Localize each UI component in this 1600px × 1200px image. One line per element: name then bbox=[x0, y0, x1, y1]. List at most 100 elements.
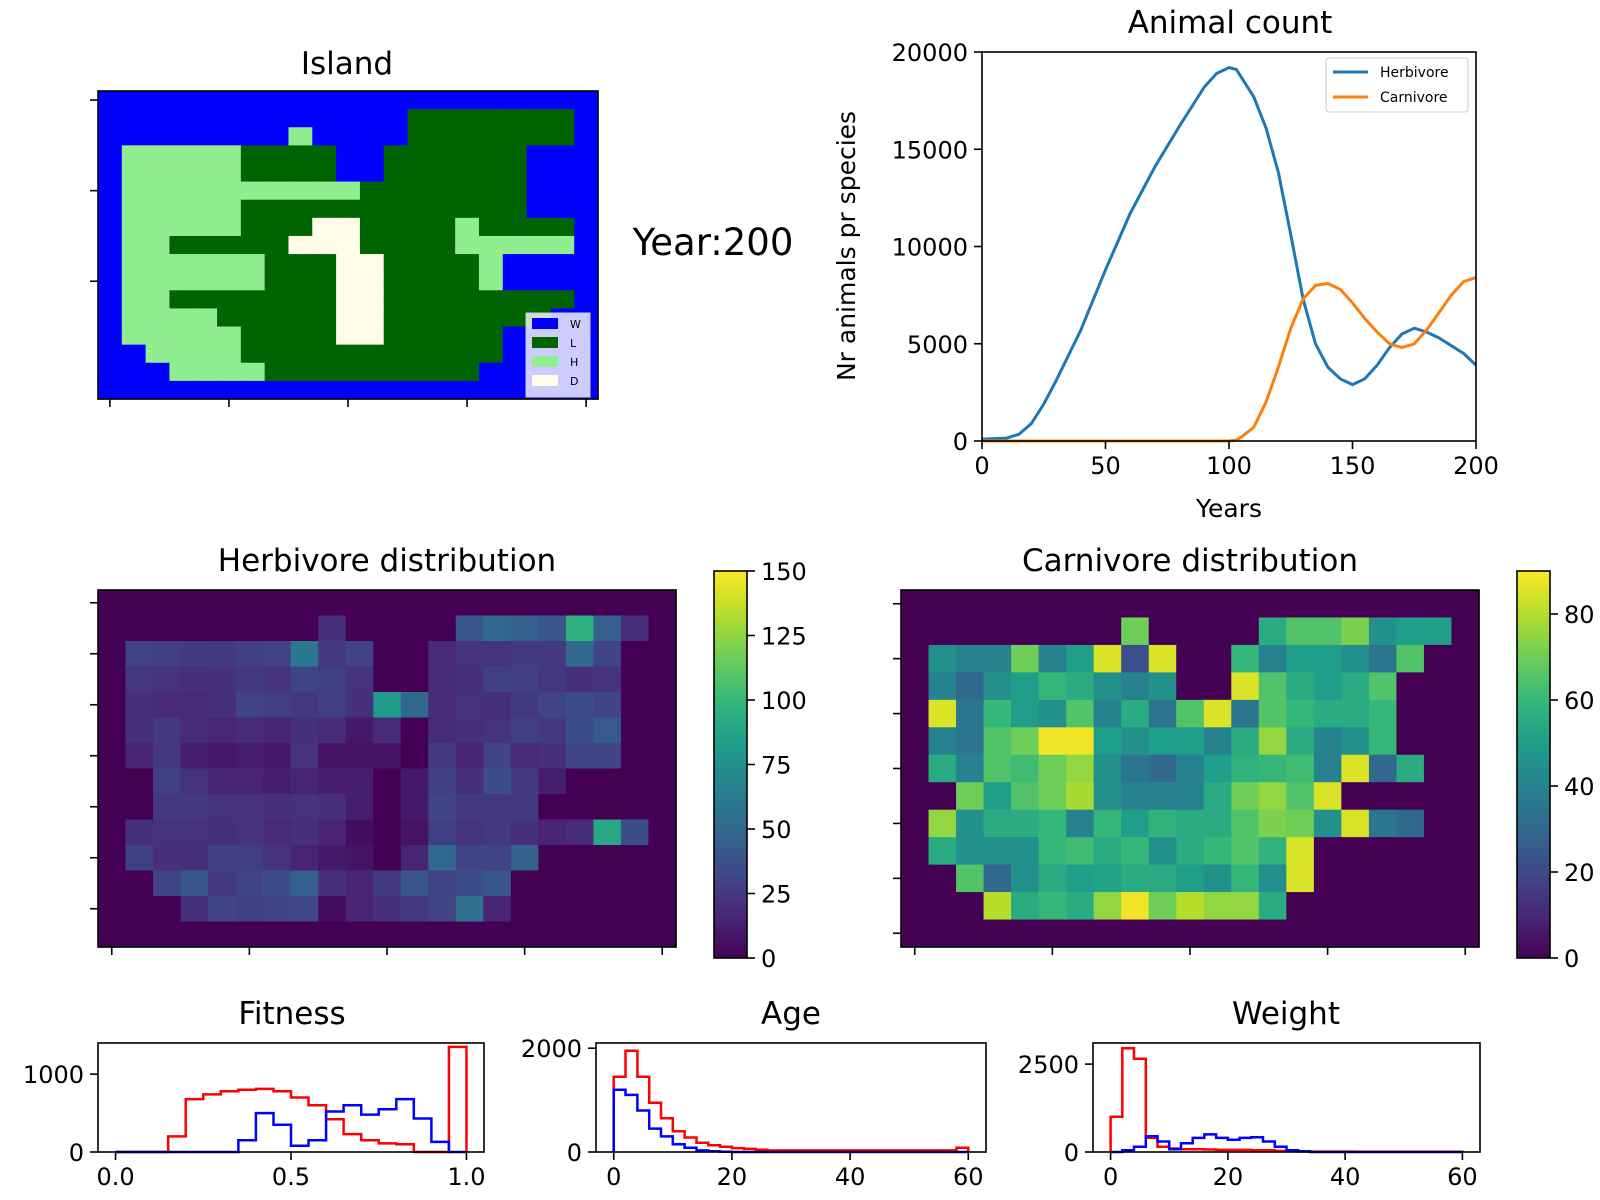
carnivore-heatmap-cell bbox=[1011, 644, 1040, 673]
carnivore-heatmap-cell bbox=[1148, 699, 1177, 728]
carnivore-heatmap-cell bbox=[1368, 892, 1398, 921]
island-cell bbox=[98, 145, 123, 165]
herbivore-heatmap-cell bbox=[208, 590, 237, 617]
island-cell bbox=[431, 145, 456, 165]
island-cell bbox=[502, 199, 528, 219]
carnivore-heatmap-cell bbox=[1313, 727, 1342, 756]
carnivore-heatmap-cell bbox=[1093, 782, 1122, 811]
carnivore-heatmap-cell bbox=[1341, 644, 1370, 673]
island-cell bbox=[359, 217, 385, 237]
herbivore-heatmap-cell bbox=[180, 921, 209, 948]
island-cell bbox=[288, 163, 313, 183]
carnivore-heatmap-cell bbox=[983, 837, 1012, 866]
carnivore-heatmap-cell bbox=[1231, 590, 1260, 619]
year-label: Year:200 bbox=[632, 221, 794, 264]
carnivore-heatmap-cell bbox=[1066, 644, 1095, 673]
herbivore-heatmap-cell bbox=[538, 845, 567, 872]
island-cell bbox=[359, 199, 385, 219]
herbivore-heatmap-cell bbox=[235, 921, 264, 948]
carnivore-heatmap-cell bbox=[928, 672, 957, 701]
island-cell bbox=[98, 91, 123, 110]
carnivore-heatmap-cell bbox=[1368, 754, 1398, 783]
herbivore-heatmap-cell bbox=[318, 590, 347, 617]
herbivore-heatmap-cell bbox=[98, 870, 127, 897]
herbivore-heatmap-cell bbox=[345, 921, 374, 948]
herbivore-heatmap-cell bbox=[648, 845, 677, 872]
island-cell bbox=[193, 326, 218, 346]
island-cell bbox=[121, 235, 147, 255]
island-cell bbox=[431, 254, 456, 273]
island-cell bbox=[217, 235, 242, 255]
carnivore-heatmap-cell bbox=[1313, 617, 1342, 646]
herbivore-heatmap-cell bbox=[235, 615, 264, 642]
carnivore-heatmap-cell bbox=[1203, 809, 1232, 838]
carnivore-heatmap-cell bbox=[1396, 644, 1425, 673]
herbivore-heatmap-cell bbox=[180, 768, 209, 795]
carnivore-heatmap-cell bbox=[1203, 672, 1232, 701]
island-cell bbox=[574, 91, 599, 110]
herbivore-heatmap-cell bbox=[483, 692, 512, 719]
herbivore-distribution-title: Herbivore distribution bbox=[218, 543, 556, 579]
island-cell bbox=[217, 217, 242, 237]
carnivore-heatmap-cell bbox=[956, 809, 985, 838]
herbivore-heatmap-cell bbox=[538, 921, 567, 948]
island-cell bbox=[98, 290, 123, 310]
carnivore-heatmap-cell bbox=[1286, 837, 1315, 866]
island-cell bbox=[502, 380, 528, 400]
herbivore-heatmap-cell bbox=[620, 615, 650, 642]
carnivore-heatmap-cell bbox=[1368, 727, 1398, 756]
herbivore-heatmap-cell bbox=[125, 743, 154, 770]
carnivore-heatmap-cell bbox=[1341, 727, 1370, 756]
island-cell bbox=[121, 308, 147, 328]
island-cell bbox=[145, 163, 171, 183]
island-cell bbox=[121, 380, 147, 400]
island-cell bbox=[455, 217, 480, 237]
carnivore-heatmap-cell bbox=[1368, 699, 1398, 728]
island-cell bbox=[121, 91, 147, 110]
carnivore-heatmap-cell bbox=[1313, 864, 1342, 893]
herbivore-heatmap-cell bbox=[345, 870, 374, 897]
herbivore-heatmap-cell bbox=[345, 743, 374, 770]
carnivore-heatmap-cell bbox=[1176, 837, 1205, 866]
herbivore-heatmap-cell bbox=[483, 870, 512, 897]
carnivore-heatmap-cell bbox=[928, 892, 957, 921]
herbivore-heatmap-cell bbox=[345, 666, 374, 693]
carnivore-heatmap-cell bbox=[1011, 672, 1040, 701]
island-cell bbox=[407, 272, 432, 291]
carnivore-heatmap-cell bbox=[1341, 672, 1370, 701]
carnivore-colorbar-frame bbox=[1516, 570, 1551, 959]
island-cell bbox=[431, 308, 456, 328]
carnivore-heatmap-cell bbox=[1313, 919, 1342, 948]
weight-ytick-label: 2500 bbox=[1018, 1051, 1079, 1079]
herbivore-heatmap-cell bbox=[318, 615, 347, 642]
carnivore-heatmap-cell bbox=[928, 617, 957, 646]
carnivore-heatmap-cell bbox=[1011, 590, 1040, 619]
island-cell bbox=[550, 163, 575, 183]
fitness-ytick-label: 1000 bbox=[23, 1061, 84, 1089]
carnivore-heatmap-cell bbox=[901, 672, 930, 701]
carnivore-heatmap-cell bbox=[928, 782, 957, 811]
island-cell bbox=[383, 199, 409, 219]
island-cell bbox=[193, 344, 218, 364]
herbivore-heatmap-cell bbox=[373, 819, 402, 846]
island-cell bbox=[431, 290, 456, 310]
island-cell bbox=[121, 272, 147, 291]
island-cell bbox=[502, 127, 528, 146]
herbivore-heatmap-cell bbox=[208, 845, 237, 872]
carnivore-heatmap-cell bbox=[1148, 837, 1177, 866]
island-cell bbox=[359, 235, 385, 255]
island-cell bbox=[336, 380, 361, 400]
carnivore-colorbar-tick-label: 60 bbox=[1564, 687, 1595, 715]
island-cell bbox=[193, 163, 218, 183]
island-cell bbox=[359, 362, 385, 382]
island-cell bbox=[312, 344, 337, 364]
island-cell bbox=[526, 272, 551, 291]
herbivore-heatmap-cell bbox=[648, 794, 677, 821]
island-cell bbox=[169, 290, 194, 310]
herbivore-heatmap-cell bbox=[455, 743, 484, 770]
island-cell bbox=[359, 181, 385, 201]
island-cell bbox=[264, 380, 290, 400]
island-cell bbox=[288, 199, 313, 219]
island-cell bbox=[145, 308, 171, 328]
herbivore-heatmap-cell bbox=[428, 845, 457, 872]
